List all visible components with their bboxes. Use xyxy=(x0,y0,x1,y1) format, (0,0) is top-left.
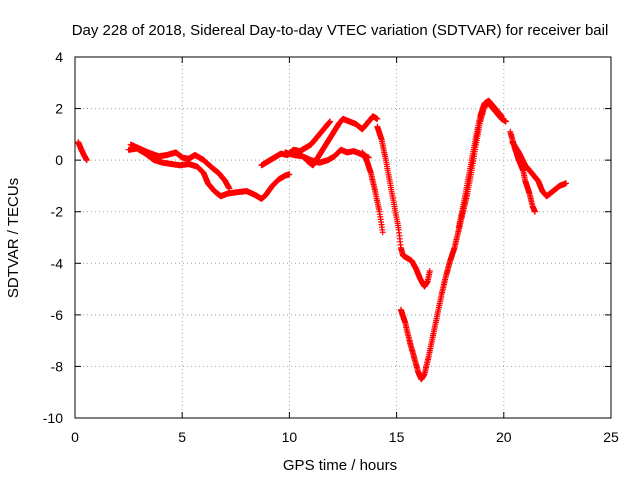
y-axis-title: SDTVAR / TECUs xyxy=(5,178,22,298)
ticks xyxy=(74,56,612,419)
y-tick-label: -8 xyxy=(51,358,64,374)
y-tick-label: -2 xyxy=(51,204,64,220)
x-axis-title: GPS time / hours xyxy=(283,457,397,474)
data-points xyxy=(75,97,569,383)
y-tick-label: -6 xyxy=(51,307,64,323)
x-tick-label: 25 xyxy=(603,429,619,445)
y-tick-label: -10 xyxy=(43,410,63,426)
x-tick-label: 15 xyxy=(389,429,405,445)
chart-title: Day 228 of 2018, Sidereal Day-to-day VTE… xyxy=(72,22,609,39)
x-tick-labels: 0 5 10 15 20 25 xyxy=(71,429,619,445)
y-tick-label: 2 xyxy=(55,101,63,117)
x-tick-label: 10 xyxy=(282,429,298,445)
y-tick-label: -4 xyxy=(51,255,64,271)
x-tick-label: 20 xyxy=(496,429,512,445)
sdtvar-points xyxy=(75,97,569,383)
x-tick-label: 5 xyxy=(178,429,186,445)
plot-border xyxy=(74,56,612,419)
x-tick-label: 0 xyxy=(71,429,79,445)
y-tick-label: 0 xyxy=(55,152,63,168)
y-tick-label: 4 xyxy=(55,49,63,65)
y-tick-labels: -10 -8 -6 -4 -2 0 2 4 xyxy=(43,49,63,426)
